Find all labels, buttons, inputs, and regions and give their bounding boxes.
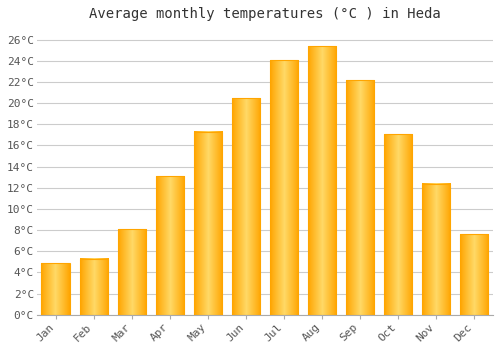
Bar [384,134,412,315]
Bar [270,60,298,315]
Bar [308,46,336,315]
Bar [346,80,374,315]
Bar [194,132,222,315]
Bar [232,98,260,315]
Bar [80,259,108,315]
Bar [460,234,488,315]
Bar [422,183,450,315]
Title: Average monthly temperatures (°C ) in Heda: Average monthly temperatures (°C ) in He… [89,7,441,21]
Bar [42,263,70,315]
Bar [118,229,146,315]
Bar [156,176,184,315]
